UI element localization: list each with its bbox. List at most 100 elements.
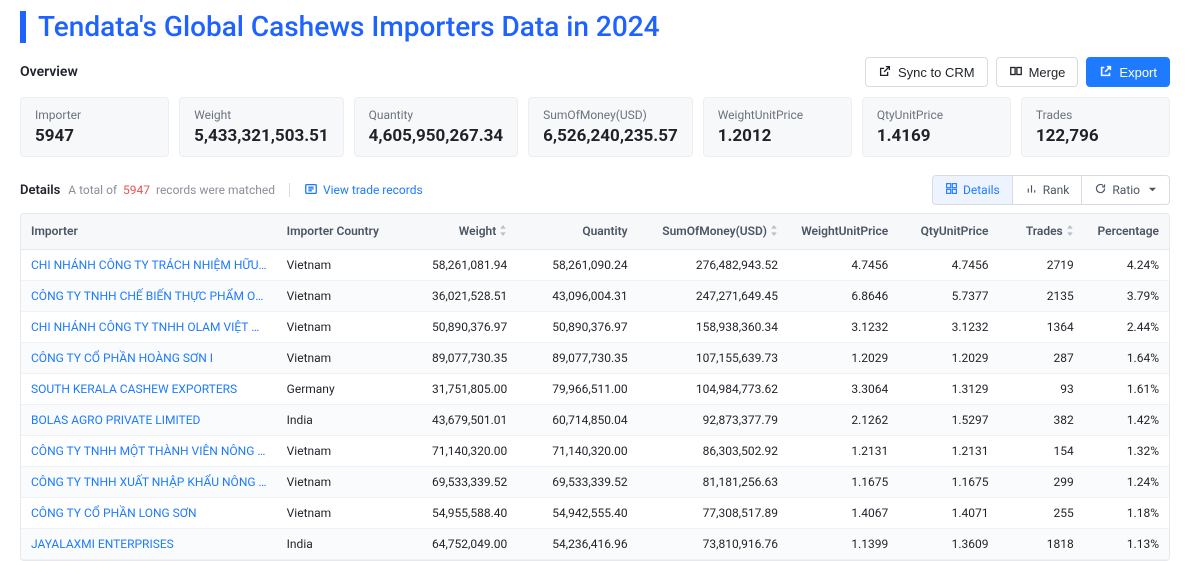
table-cell: 1.1675: [788, 466, 898, 497]
column-header-label: Percentage: [1098, 224, 1159, 238]
stat-card: QtyUnitPrice1.4169: [862, 97, 1011, 157]
table-cell: 58,261,090.24: [517, 249, 637, 280]
stat-label: Importer: [35, 108, 154, 122]
stat-value: 4,605,950,267.34: [369, 126, 504, 146]
rank-icon: [1025, 182, 1038, 198]
stat-value: 122,796: [1036, 126, 1155, 146]
table-cell: 60,714,850.04: [517, 404, 637, 435]
view-trade-records-link[interactable]: View trade records: [304, 182, 423, 199]
importer-link[interactable]: CÔNG TY TNHH XUẤT NHẬP KHẨU NÔNG SẢN MIN…: [21, 466, 277, 497]
column-header-sum[interactable]: SumOfMoney(USD): [638, 214, 788, 249]
table-row: CÔNG TY TNHH XUẤT NHẬP KHẨU NÔNG SẢN MIN…: [21, 466, 1169, 497]
table-cell: 1.4067: [788, 497, 898, 528]
table-cell: 276,482,943.52: [638, 249, 788, 280]
export-label: Export: [1119, 65, 1157, 80]
table-cell: 255: [999, 497, 1084, 528]
tab-rank[interactable]: Rank: [1012, 176, 1082, 204]
table-cell: 50,890,376.97: [397, 311, 517, 342]
tab-details-label: Details: [963, 183, 1000, 197]
table-cell: 4.24%: [1084, 249, 1169, 280]
export-button[interactable]: Export: [1086, 57, 1170, 87]
table-cell: 6.8646: [788, 280, 898, 311]
column-header-label: WeightUnitPrice: [801, 224, 888, 238]
stat-label: WeightUnitPrice: [718, 108, 837, 122]
sync-crm-button[interactable]: Sync to CRM: [865, 57, 988, 87]
table-cell: Vietnam: [277, 466, 397, 497]
table-cell: 1.2131: [788, 435, 898, 466]
table-cell: 3.79%: [1084, 280, 1169, 311]
table-cell: 1.3129: [898, 373, 998, 404]
page-title: Tendata's Global Cashews Importers Data …: [38, 10, 660, 43]
importer-link[interactable]: CÔNG TY TNHH CHẾ BIẾN THỰC PHẨM OLAM VIỆ…: [21, 280, 277, 311]
table-row: CÔNG TY TNHH MỘT THÀNH VIÊN NÔNG SẢN QUỲ…: [21, 435, 1169, 466]
column-header-wup: WeightUnitPrice: [788, 214, 898, 249]
view-mode-tabs: Details Rank Ratio: [932, 175, 1170, 205]
column-header-label: Quantity: [582, 224, 627, 238]
table-cell: 247,271,649.45: [638, 280, 788, 311]
importer-link[interactable]: JAYALAXMI ENTERPRISES: [21, 528, 277, 559]
stat-label: Weight: [194, 108, 329, 122]
table-cell: 1.18%: [1084, 497, 1169, 528]
matched-count: 5947: [123, 183, 150, 197]
table-body: CHI NHÁNH CÔNG TY TRÁCH NHIỆM HỮU HẠN OL…: [21, 249, 1169, 559]
table-cell: 1.2029: [898, 342, 998, 373]
table-cell: 71,140,320.00: [397, 435, 517, 466]
stat-label: Quantity: [369, 108, 504, 122]
column-header-qup: QtyUnitPrice: [898, 214, 998, 249]
tab-details[interactable]: Details: [933, 176, 1012, 204]
merge-button[interactable]: Merge: [996, 57, 1079, 87]
stats-row: Importer5947Weight5,433,321,503.51Quanti…: [20, 97, 1170, 157]
stat-label: SumOfMoney(USD): [543, 108, 678, 122]
table-cell: 1.32%: [1084, 435, 1169, 466]
table-cell: 1.61%: [1084, 373, 1169, 404]
column-header-label: Importer: [31, 224, 78, 238]
title-accent-mark: [20, 11, 26, 43]
table-cell: 92,873,377.79: [638, 404, 788, 435]
column-header-importer: Importer: [21, 214, 277, 249]
tab-ratio[interactable]: Ratio: [1081, 176, 1169, 204]
tab-rank-label: Rank: [1043, 183, 1070, 197]
stat-value: 6,526,240,235.57: [543, 126, 678, 146]
column-header-country: Importer Country: [277, 214, 397, 249]
table-row: CHI NHÁNH CÔNG TY TRÁCH NHIỆM HỮU HẠN OL…: [21, 249, 1169, 280]
table-cell: 5.7377: [898, 280, 998, 311]
details-label: Details: [20, 183, 60, 198]
table-cell: 93: [999, 373, 1084, 404]
table-cell: 299: [999, 466, 1084, 497]
table-cell: 1.13%: [1084, 528, 1169, 559]
table-cell: Vietnam: [277, 249, 397, 280]
importer-link[interactable]: SOUTH KERALA CASHEW EXPORTERS: [21, 373, 277, 404]
table-cell: India: [277, 404, 397, 435]
column-header-label: SumOfMoney(USD): [662, 224, 767, 238]
importer-link[interactable]: CHI NHÁNH CÔNG TY TRÁCH NHIỆM HỮU HẠN OL…: [21, 249, 277, 280]
merge-icon: [1009, 64, 1023, 81]
importer-link[interactable]: CÔNG TY CỔ PHẦN LONG SƠN: [21, 497, 277, 528]
importer-link[interactable]: CHI NHÁNH CÔNG TY TNHH OLAM VIỆT NAM TẠI…: [21, 311, 277, 342]
table-cell: 69,533,339.52: [517, 466, 637, 497]
table-cell: 158,938,360.34: [638, 311, 788, 342]
grid-icon: [945, 182, 958, 198]
table-cell: 43,096,004.31: [517, 280, 637, 311]
table-cell: 2.1262: [788, 404, 898, 435]
table-cell: 69,533,339.52: [397, 466, 517, 497]
table-row: JAYALAXMI ENTERPRISESIndia64,752,049.005…: [21, 528, 1169, 559]
table-cell: 2719: [999, 249, 1084, 280]
table-cell: Vietnam: [277, 435, 397, 466]
table-cell: 1.1399: [788, 528, 898, 559]
table-cell: 89,077,730.35: [397, 342, 517, 373]
importer-link[interactable]: CÔNG TY TNHH MỘT THÀNH VIÊN NÔNG SẢN QUỲ…: [21, 435, 277, 466]
table-cell: 382: [999, 404, 1084, 435]
table-cell: 3.3064: [788, 373, 898, 404]
merge-label: Merge: [1029, 65, 1066, 80]
column-header-label: Importer Country: [287, 224, 379, 238]
stat-value: 5,433,321,503.51: [194, 126, 329, 146]
column-header-weight[interactable]: Weight: [397, 214, 517, 249]
importer-link[interactable]: CÔNG TY CỔ PHẦN HOÀNG SƠN I: [21, 342, 277, 373]
table-cell: 54,955,588.40: [397, 497, 517, 528]
table-cell: 81,181,256.63: [638, 466, 788, 497]
table-cell: 73,810,916.76: [638, 528, 788, 559]
column-header-trades[interactable]: Trades: [999, 214, 1084, 249]
sort-icon: [1066, 225, 1074, 239]
importer-link[interactable]: BOLAS AGRO PRIVATE LIMITED: [21, 404, 277, 435]
stat-label: Trades: [1036, 108, 1155, 122]
